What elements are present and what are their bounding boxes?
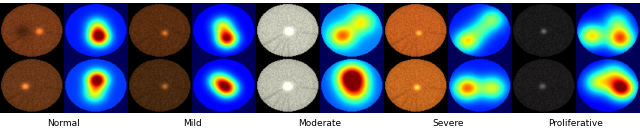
Text: Mild: Mild [182, 119, 202, 128]
Text: Moderate: Moderate [298, 119, 342, 128]
Text: Proliferative: Proliferative [548, 119, 604, 128]
Text: Severe: Severe [432, 119, 464, 128]
Text: Normal: Normal [47, 119, 81, 128]
